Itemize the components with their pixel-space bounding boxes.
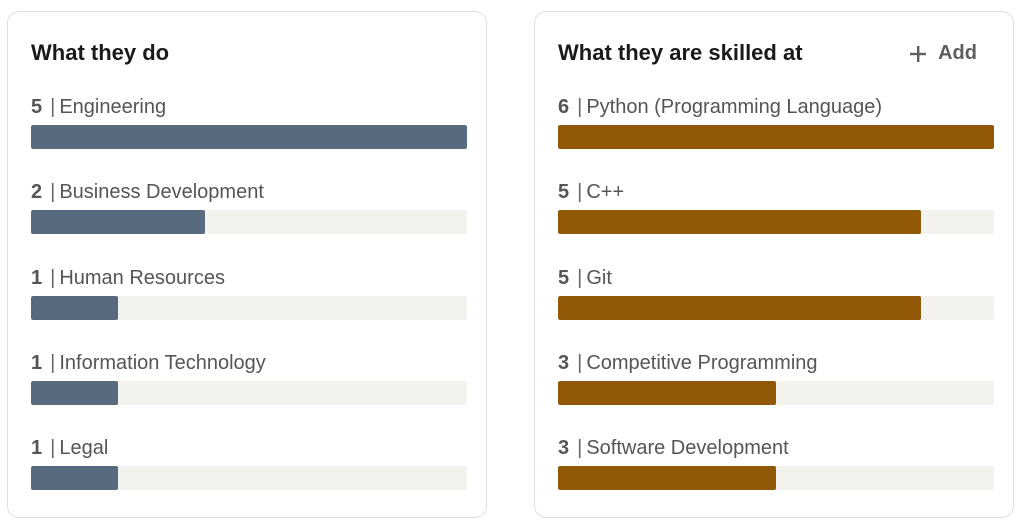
list-item[interactable]: 5 | Engineering (31, 94, 467, 179)
list-item[interactable]: 5 | Git (558, 265, 994, 350)
item-count: 1 (31, 351, 43, 374)
item-label: Business Development (59, 181, 264, 204)
row-label: 1 | Human Resources (31, 265, 467, 291)
what-they-do-card: What they do 5 | Engineering 2 | Business Dev… (7, 11, 487, 518)
skill-list: 6 | Python (Programming Language) 5 | C++ 5 | Gi… (558, 94, 994, 520)
separator: | (50, 437, 56, 460)
bar-fill (558, 125, 994, 149)
list-item[interactable]: 3 | Software Development (558, 435, 994, 520)
item-label: Python (Programming Language) (586, 96, 883, 118)
list-item[interactable]: 1 | Human Resources (31, 265, 467, 350)
item-count: 2 (31, 181, 43, 204)
list-item[interactable]: 5 | C++ (558, 179, 994, 264)
add-skill-button[interactable]: Add (902, 38, 983, 69)
item-label: Software Development (586, 437, 789, 460)
bar-fill (31, 466, 119, 491)
bar-track (31, 295, 467, 320)
function-list: 5 | Engineering 2 | Business Development 1 | Hum… (31, 94, 467, 520)
item-label: C++ (586, 181, 625, 204)
item-label: Human Resources (59, 266, 225, 289)
separator: | (50, 181, 56, 204)
row-label: 5 | C++ (558, 179, 994, 205)
row-label: 6 | Python (Programming Language) (558, 94, 994, 120)
separator: | (50, 266, 56, 289)
row-label: 5 | Git (558, 265, 994, 291)
item-count: 3 (558, 351, 570, 374)
row-label: 1 | Information Technology (31, 350, 467, 376)
item-count: 5 (558, 181, 570, 204)
bar-track (558, 125, 994, 149)
item-count: 1 (31, 437, 43, 460)
bar-fill (558, 380, 776, 405)
card-title: What they do (31, 40, 170, 65)
bar-track (558, 466, 994, 491)
bar-track (31, 210, 467, 235)
bar-fill (31, 210, 206, 235)
list-item[interactable]: 2 | Business Development (31, 179, 467, 264)
separator: | (577, 437, 583, 460)
plus-icon (910, 45, 927, 62)
row-label: 1 | Legal (31, 435, 467, 461)
row-label: 3 | Software Development (558, 435, 994, 461)
row-label: 3 | Competitive Programming (558, 350, 994, 376)
item-label: Engineering (59, 96, 167, 118)
list-item[interactable]: 1 | Legal (31, 435, 467, 520)
row-label: 2 | Business Development (31, 179, 467, 205)
row-label: 5 | Engineering (31, 94, 467, 120)
bar-track (558, 295, 994, 320)
bar-fill (31, 380, 119, 405)
list-item[interactable]: 3 | Competitive Programming (558, 350, 994, 435)
separator: | (577, 96, 583, 118)
bar-track (558, 210, 994, 235)
separator: | (50, 351, 56, 374)
item-label: Legal (59, 437, 109, 460)
bar-track (31, 380, 467, 405)
separator: | (577, 266, 583, 289)
item-count: 5 (558, 266, 570, 289)
bar-fill (31, 295, 119, 320)
item-count: 5 (31, 96, 43, 118)
add-label: Add (938, 42, 977, 64)
bar-fill (558, 295, 922, 320)
item-label: Competitive Programming (586, 351, 818, 374)
separator: | (577, 351, 583, 374)
bar-track (558, 380, 994, 405)
separator: | (50, 96, 56, 118)
bar-fill (558, 466, 776, 491)
item-label: Information Technology (59, 351, 266, 374)
card-title: What they are skilled at (558, 40, 803, 65)
bar-track (31, 466, 467, 491)
item-count: 1 (31, 266, 43, 289)
list-item[interactable]: 6 | Python (Programming Language) (558, 94, 994, 179)
bar-fill (31, 125, 467, 149)
bar-track (31, 125, 467, 149)
separator: | (577, 181, 583, 204)
bar-fill (558, 210, 922, 235)
list-item[interactable]: 1 | Information Technology (31, 350, 467, 435)
skills-card: What they are skilled at Add 6 | Python (P… (534, 11, 1014, 518)
item-count: 6 (558, 96, 570, 118)
item-label: Git (586, 266, 612, 289)
item-count: 3 (558, 437, 570, 460)
